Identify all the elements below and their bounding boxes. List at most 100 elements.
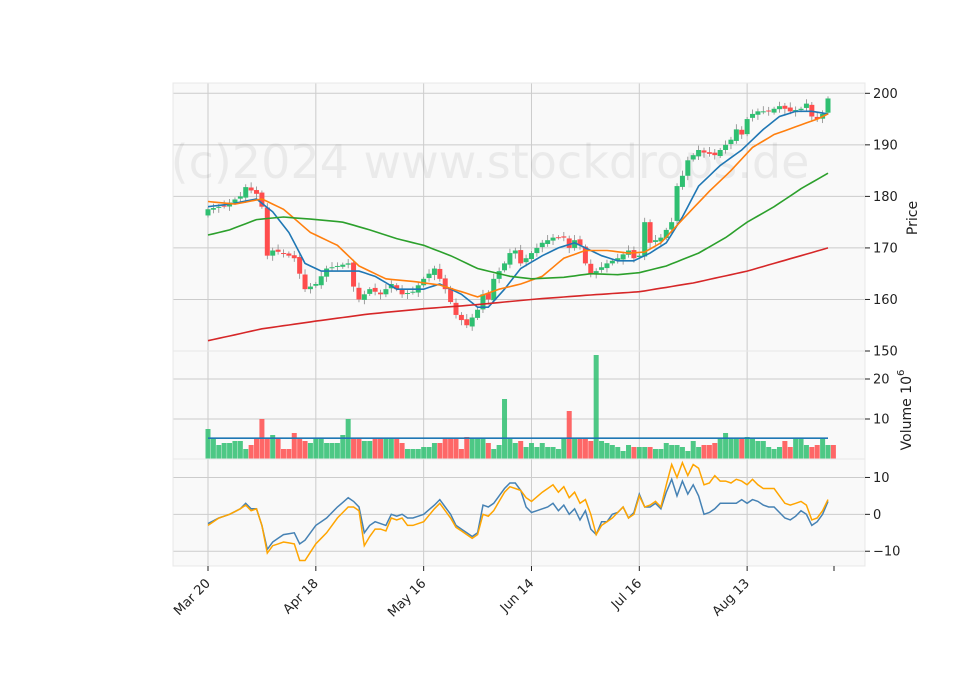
- candle-body: [604, 263, 610, 269]
- x-axis-tick-label: May 16: [385, 576, 429, 620]
- volume-bar: [696, 447, 702, 459]
- price-axis-tick-label: 190: [873, 138, 898, 153]
- volume-bar: [577, 439, 583, 459]
- candle-body: [297, 256, 303, 274]
- candle-body: [329, 267, 335, 269]
- volume-bar: [291, 433, 297, 459]
- volume-bar: [475, 439, 481, 459]
- candle-body: [750, 113, 756, 118]
- volume-axis-tick-label: 20: [873, 373, 890, 388]
- volume-bar: [776, 447, 782, 459]
- volume-bar: [663, 443, 669, 459]
- volume-bar: [205, 429, 211, 459]
- candle-body: [679, 175, 685, 187]
- candle-body: [378, 292, 384, 295]
- volume-bar: [647, 447, 653, 459]
- volume-bar: [302, 441, 308, 459]
- volume-bar: [507, 439, 513, 459]
- volume-bar: [334, 443, 340, 459]
- price-axis-tick-label: 200: [873, 87, 898, 102]
- candle-body: [210, 208, 216, 210]
- candle-body: [572, 240, 578, 248]
- candle-body: [512, 250, 518, 254]
- volume-bar: [383, 439, 389, 459]
- volume-bar: [712, 443, 718, 459]
- candle-body: [647, 222, 653, 243]
- volume-bar: [313, 439, 319, 459]
- candle-body: [410, 291, 416, 293]
- volume-bar: [787, 447, 793, 459]
- candle-body: [787, 107, 793, 112]
- candle-body: [318, 276, 324, 286]
- volume-bar: [830, 445, 836, 459]
- volume-bar: [329, 443, 335, 459]
- volume-bar: [572, 439, 578, 459]
- volume-bar: [437, 443, 443, 459]
- oscillator-lines: [207, 460, 829, 562]
- volume-bar: [750, 439, 756, 459]
- candle-body: [528, 253, 534, 260]
- volume-bar: [798, 439, 804, 459]
- candle-body: [356, 287, 362, 300]
- volume-bar: [243, 449, 249, 459]
- candle-body: [237, 196, 243, 199]
- candle-body: [766, 110, 772, 112]
- candle-body: [782, 105, 788, 109]
- oscillator-axis-tick-label: 0: [873, 508, 881, 523]
- candle-body: [550, 237, 556, 241]
- candle-body: [270, 250, 276, 256]
- watermark-text: (c)2024 www.stockdrops.de: [171, 135, 810, 189]
- candle-body: [599, 267, 605, 270]
- volume-bar: [286, 449, 292, 459]
- volume-bar: [669, 445, 675, 459]
- candle-body: [307, 286, 313, 290]
- price-axis-tick-label: 150: [873, 345, 898, 360]
- volume-bar: [626, 445, 632, 459]
- candle-body: [502, 263, 508, 271]
- volume-bar: [766, 447, 772, 459]
- candle-body: [577, 239, 583, 246]
- candle-body: [394, 285, 400, 290]
- candle-body: [431, 268, 437, 275]
- candle-body: [313, 284, 319, 286]
- candle-body: [453, 302, 459, 315]
- x-axis-tick-label: Aug 13: [710, 576, 753, 619]
- candle-body: [733, 129, 739, 141]
- candle-body: [620, 254, 626, 260]
- volume-bar: [555, 449, 561, 459]
- volume-bar: [237, 441, 243, 459]
- candle-body: [539, 242, 545, 248]
- candle-body: [706, 152, 712, 154]
- candle-body: [464, 319, 470, 326]
- x-axis-tick-label: Jun 14: [497, 576, 537, 616]
- volume-bar: [378, 439, 384, 459]
- candle-body: [825, 98, 831, 113]
- volume-bar: [534, 447, 540, 459]
- price-moving-averages: [207, 110, 829, 342]
- volume-bar: [270, 435, 276, 459]
- oscillator-line-1: [207, 477, 829, 552]
- volume-bar: [415, 449, 421, 459]
- candle-body: [755, 111, 761, 115]
- candle-body: [555, 237, 561, 239]
- volume-axis-title: Volume 106: [896, 370, 915, 451]
- volume-bar: [658, 449, 664, 459]
- candle-body: [631, 250, 637, 259]
- volume-bar: [458, 449, 464, 459]
- candle-body: [458, 314, 464, 321]
- volume-bar: [588, 441, 594, 459]
- volume-bar: [340, 435, 346, 459]
- volume-bars: [205, 355, 836, 459]
- volume-bar: [426, 447, 432, 459]
- volume-bar: [674, 445, 680, 459]
- volume-bar: [210, 439, 216, 459]
- volume-bar: [636, 447, 642, 459]
- volume-bar: [227, 443, 233, 459]
- candle-body: [221, 205, 227, 207]
- volume-bar: [701, 445, 707, 459]
- volume-bar: [221, 443, 227, 459]
- volume-bar: [642, 447, 648, 459]
- volume-bar: [545, 447, 551, 459]
- volume-bar: [690, 441, 696, 459]
